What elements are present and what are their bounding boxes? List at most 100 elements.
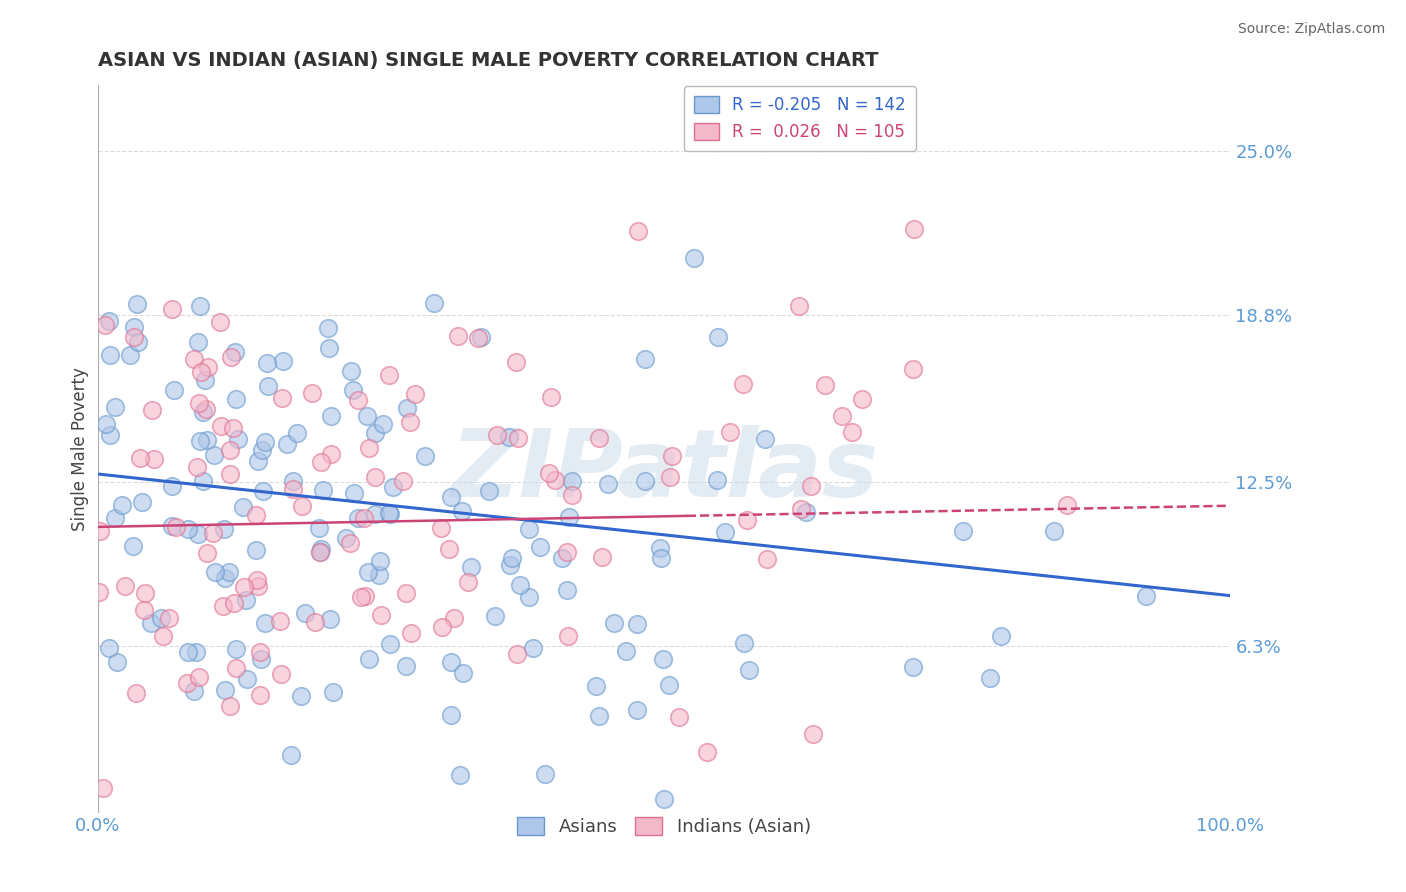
Point	[505, 355, 527, 369]
Point	[160, 519, 183, 533]
Point	[347, 511, 370, 525]
Point	[440, 655, 463, 669]
Point	[188, 299, 211, 313]
Point	[219, 350, 242, 364]
Point	[658, 677, 681, 691]
Point	[186, 460, 208, 475]
Point	[634, 474, 657, 488]
Point	[800, 478, 823, 492]
Point	[903, 362, 925, 376]
Point	[588, 432, 610, 446]
Point	[225, 392, 247, 406]
Text: ZIPatlas: ZIPatlas	[450, 425, 879, 516]
Point	[353, 511, 375, 525]
Point	[224, 344, 246, 359]
Point	[139, 616, 162, 631]
Point	[558, 510, 581, 524]
Point	[122, 320, 145, 334]
Point	[188, 434, 211, 449]
Point	[555, 582, 578, 597]
Point	[529, 540, 551, 554]
Point	[457, 575, 479, 590]
Point	[127, 335, 149, 350]
Point	[754, 432, 776, 446]
Point	[342, 383, 364, 397]
Point	[1056, 499, 1078, 513]
Point	[519, 522, 541, 536]
Point	[718, 425, 741, 439]
Point	[160, 302, 183, 317]
Point	[707, 330, 730, 344]
Point	[359, 652, 381, 666]
Point	[658, 470, 681, 484]
Point	[561, 475, 583, 489]
Point	[368, 554, 391, 568]
Y-axis label: Single Male Poverty: Single Male Poverty	[72, 367, 89, 531]
Point	[291, 499, 314, 513]
Point	[125, 297, 148, 311]
Point	[506, 431, 529, 445]
Point	[250, 442, 273, 457]
Point	[380, 507, 402, 521]
Point	[356, 409, 378, 423]
Point	[285, 425, 308, 440]
Point	[696, 745, 718, 759]
Point	[367, 567, 389, 582]
Point	[256, 356, 278, 370]
Point	[363, 508, 385, 522]
Point	[219, 698, 242, 713]
Point	[122, 539, 145, 553]
Point	[249, 645, 271, 659]
Point	[308, 521, 330, 535]
Point	[224, 596, 246, 610]
Point	[301, 386, 323, 401]
Point	[232, 580, 254, 594]
Point	[134, 603, 156, 617]
Text: Source: ZipAtlas.com: Source: ZipAtlas.com	[1237, 22, 1385, 37]
Point	[357, 565, 380, 579]
Point	[312, 483, 335, 498]
Point	[290, 689, 312, 703]
Point	[104, 400, 127, 414]
Point	[738, 663, 761, 677]
Point	[591, 550, 613, 565]
Point	[128, 450, 150, 465]
Point	[103, 511, 125, 525]
Point	[177, 645, 200, 659]
Point	[280, 747, 302, 762]
Point	[714, 524, 737, 539]
Point	[378, 637, 401, 651]
Point	[440, 490, 463, 504]
Point	[650, 551, 672, 566]
Point	[218, 566, 240, 580]
Point	[93, 780, 115, 795]
Point	[814, 377, 837, 392]
Point	[440, 707, 463, 722]
Point	[225, 661, 247, 675]
Point	[187, 335, 209, 350]
Point	[257, 378, 280, 392]
Point	[270, 667, 292, 681]
Point	[470, 329, 492, 343]
Point	[249, 688, 271, 702]
Point	[94, 417, 117, 432]
Point	[281, 474, 304, 488]
Point	[460, 559, 482, 574]
Point	[254, 615, 277, 630]
Point	[177, 522, 200, 536]
Point	[212, 599, 235, 613]
Point	[212, 523, 235, 537]
Point	[841, 425, 863, 440]
Point	[235, 593, 257, 607]
Point	[522, 641, 544, 656]
Point	[186, 526, 208, 541]
Point	[363, 426, 385, 441]
Point	[626, 617, 648, 632]
Point	[225, 641, 247, 656]
Point	[219, 443, 242, 458]
Point	[183, 352, 205, 367]
Point	[538, 466, 561, 480]
Point	[309, 455, 332, 469]
Point	[381, 480, 404, 494]
Point	[214, 683, 236, 698]
